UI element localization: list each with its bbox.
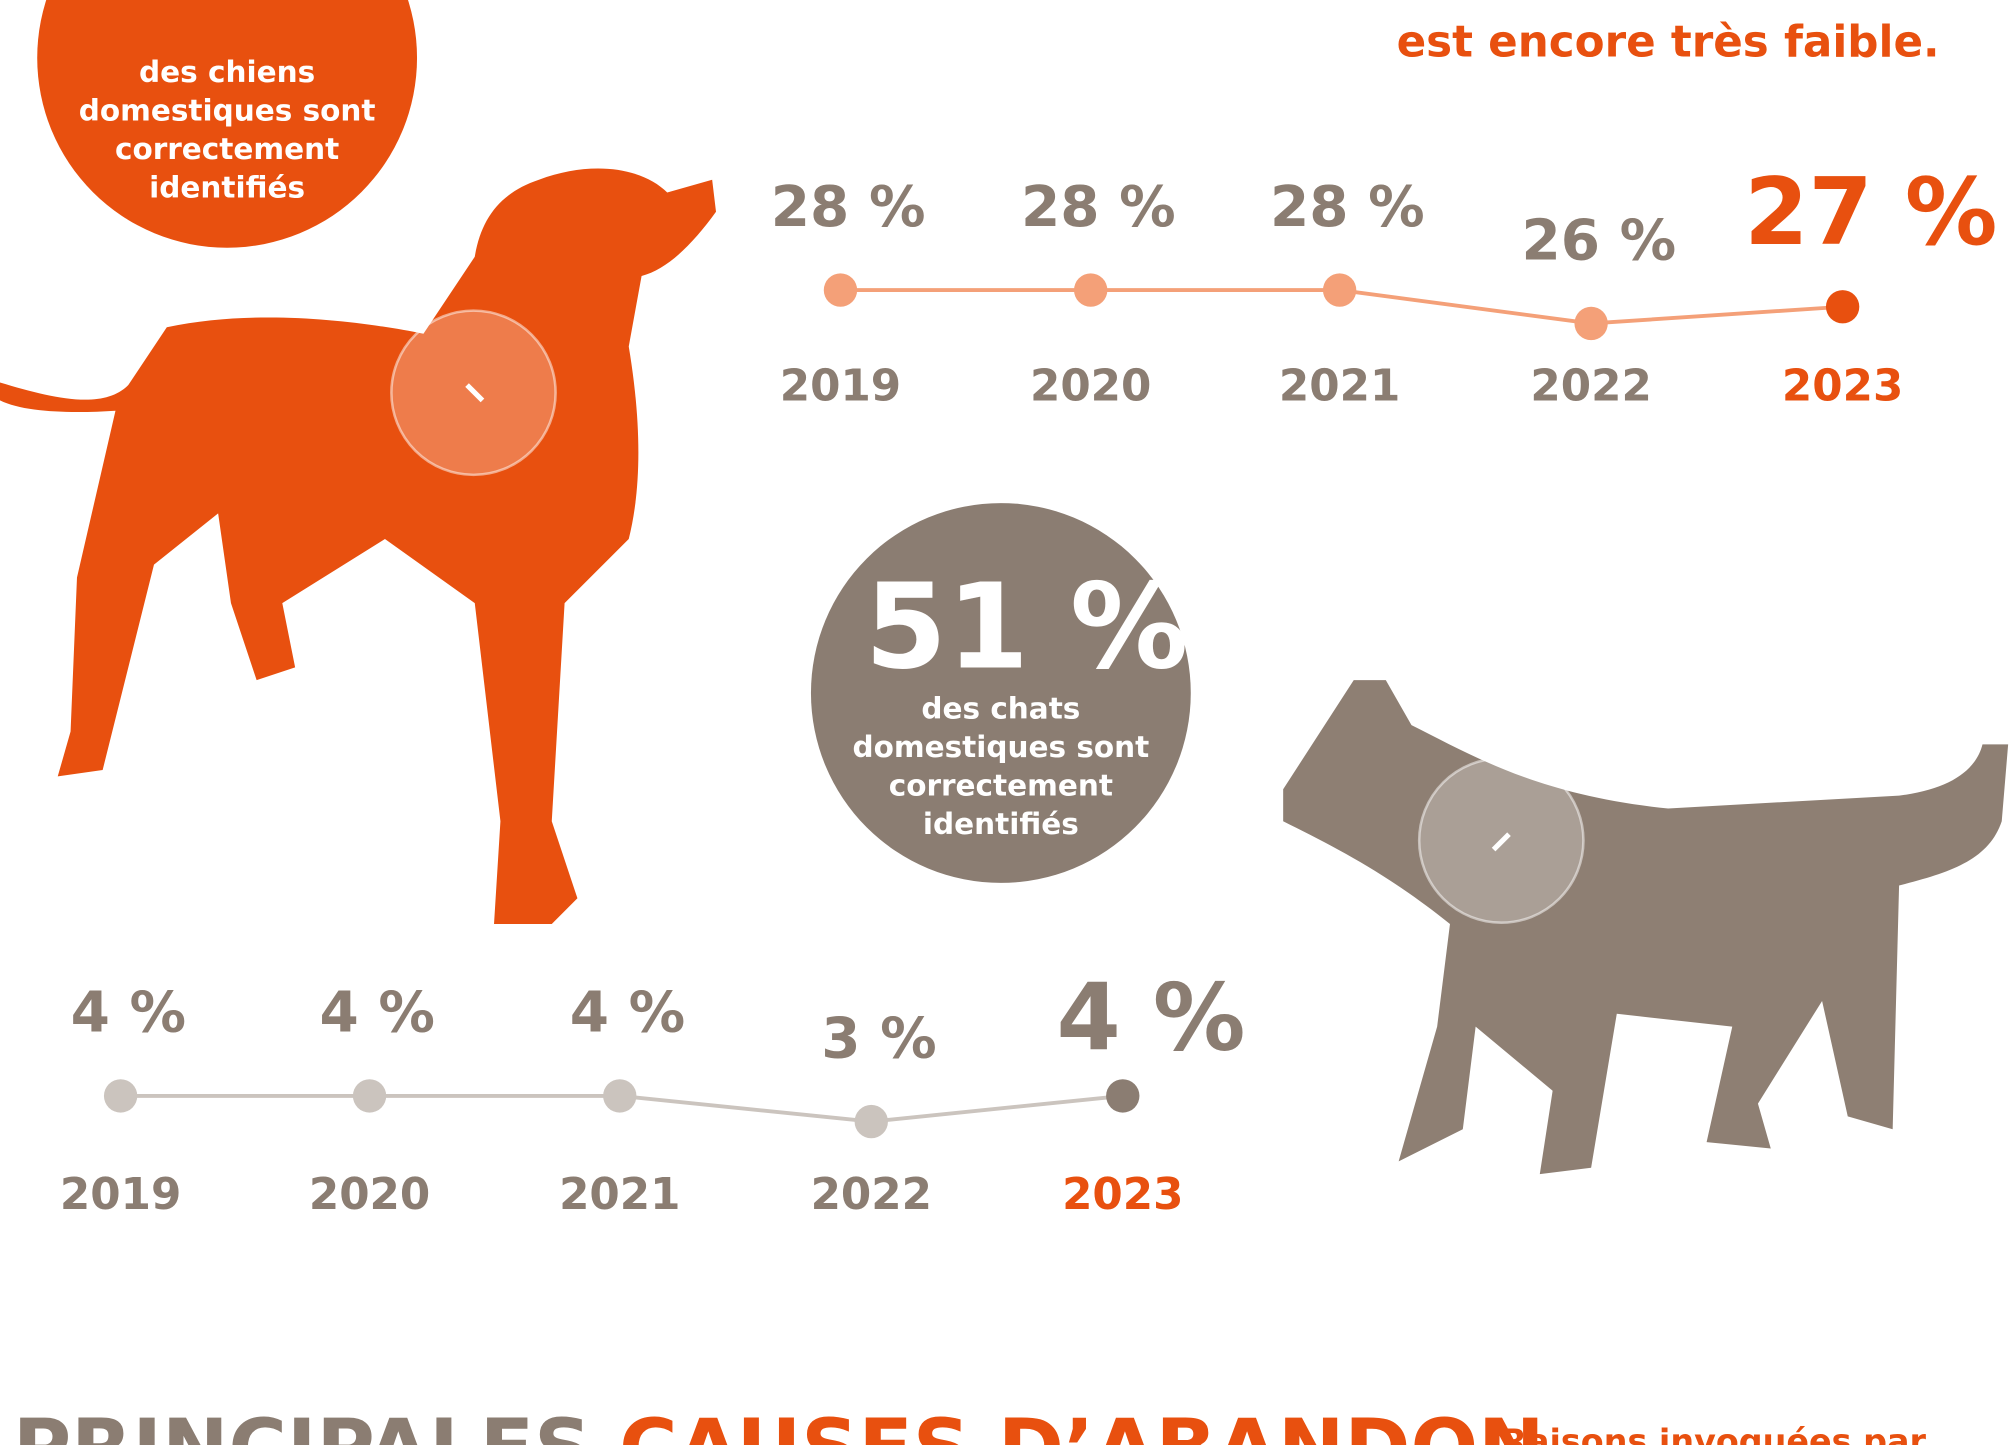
value-label: 4 % bbox=[570, 981, 685, 1046]
value-label: 28 % bbox=[771, 175, 926, 240]
badge-line: correctement bbox=[115, 132, 339, 166]
point bbox=[353, 1079, 386, 1112]
point bbox=[104, 1079, 137, 1112]
value-label: 26 % bbox=[1521, 208, 1676, 273]
value-label: 4 % bbox=[1056, 964, 1245, 1072]
section-note: Raisons invoquées par bbox=[1501, 1422, 1926, 1445]
section-title-part1: PRINCIPALES bbox=[13, 1402, 592, 1445]
section-title-part2: CAUSES D’ABANDON bbox=[619, 1402, 1545, 1445]
x-tick-label: 2019 bbox=[60, 1170, 181, 1220]
badge-line: des chiens bbox=[139, 55, 315, 89]
x-tick-label: 2022 bbox=[1530, 361, 1651, 411]
point bbox=[1826, 290, 1859, 323]
point bbox=[1323, 273, 1356, 306]
badge-line: identifiés bbox=[149, 171, 305, 205]
badge-line: correctement bbox=[889, 769, 1113, 803]
x-tick-label: 2019 bbox=[780, 361, 901, 411]
x-tick-label: 2023 bbox=[1782, 361, 1903, 411]
value-label: 28 % bbox=[1021, 175, 1176, 240]
point bbox=[1106, 1079, 1139, 1112]
value-label: 4 % bbox=[320, 981, 435, 1046]
badge-line: identifiés bbox=[923, 807, 1079, 841]
x-tick-label: 2021 bbox=[559, 1170, 680, 1220]
page: est encore très faible. des chiens domest… bbox=[0, 0, 2012, 1445]
value-label: 4 % bbox=[71, 981, 186, 1046]
x-tick-label: 2023 bbox=[1062, 1170, 1183, 1220]
x-tick-label: 2020 bbox=[309, 1170, 430, 1220]
point bbox=[1074, 273, 1107, 306]
point bbox=[855, 1105, 888, 1138]
value-label: 28 % bbox=[1270, 175, 1425, 240]
infographic: est encore très faible. des chiens domest… bbox=[0, 0, 2012, 1445]
badge-line: des chats bbox=[921, 692, 1080, 726]
point bbox=[1574, 307, 1607, 340]
x-tick-label: 2020 bbox=[1030, 361, 1151, 411]
point bbox=[824, 273, 857, 306]
badge-line: domestiques sont bbox=[79, 94, 376, 128]
point bbox=[603, 1079, 636, 1112]
value-label: 27 % bbox=[1744, 158, 1997, 266]
x-tick-label: 2021 bbox=[1279, 361, 1400, 411]
cat-silhouette bbox=[1283, 680, 2008, 1174]
header-text: est encore très faible. bbox=[1397, 18, 1940, 68]
cat-badge-figure: 51 % bbox=[865, 557, 1189, 695]
x-tick-label: 2022 bbox=[811, 1170, 932, 1220]
value-label: 3 % bbox=[821, 1006, 936, 1071]
badge-line: domestiques sont bbox=[852, 730, 1149, 764]
section-title: PRINCIPALES CAUSES D’ABANDON bbox=[13, 1402, 1545, 1445]
dog-silhouette bbox=[0, 169, 716, 924]
